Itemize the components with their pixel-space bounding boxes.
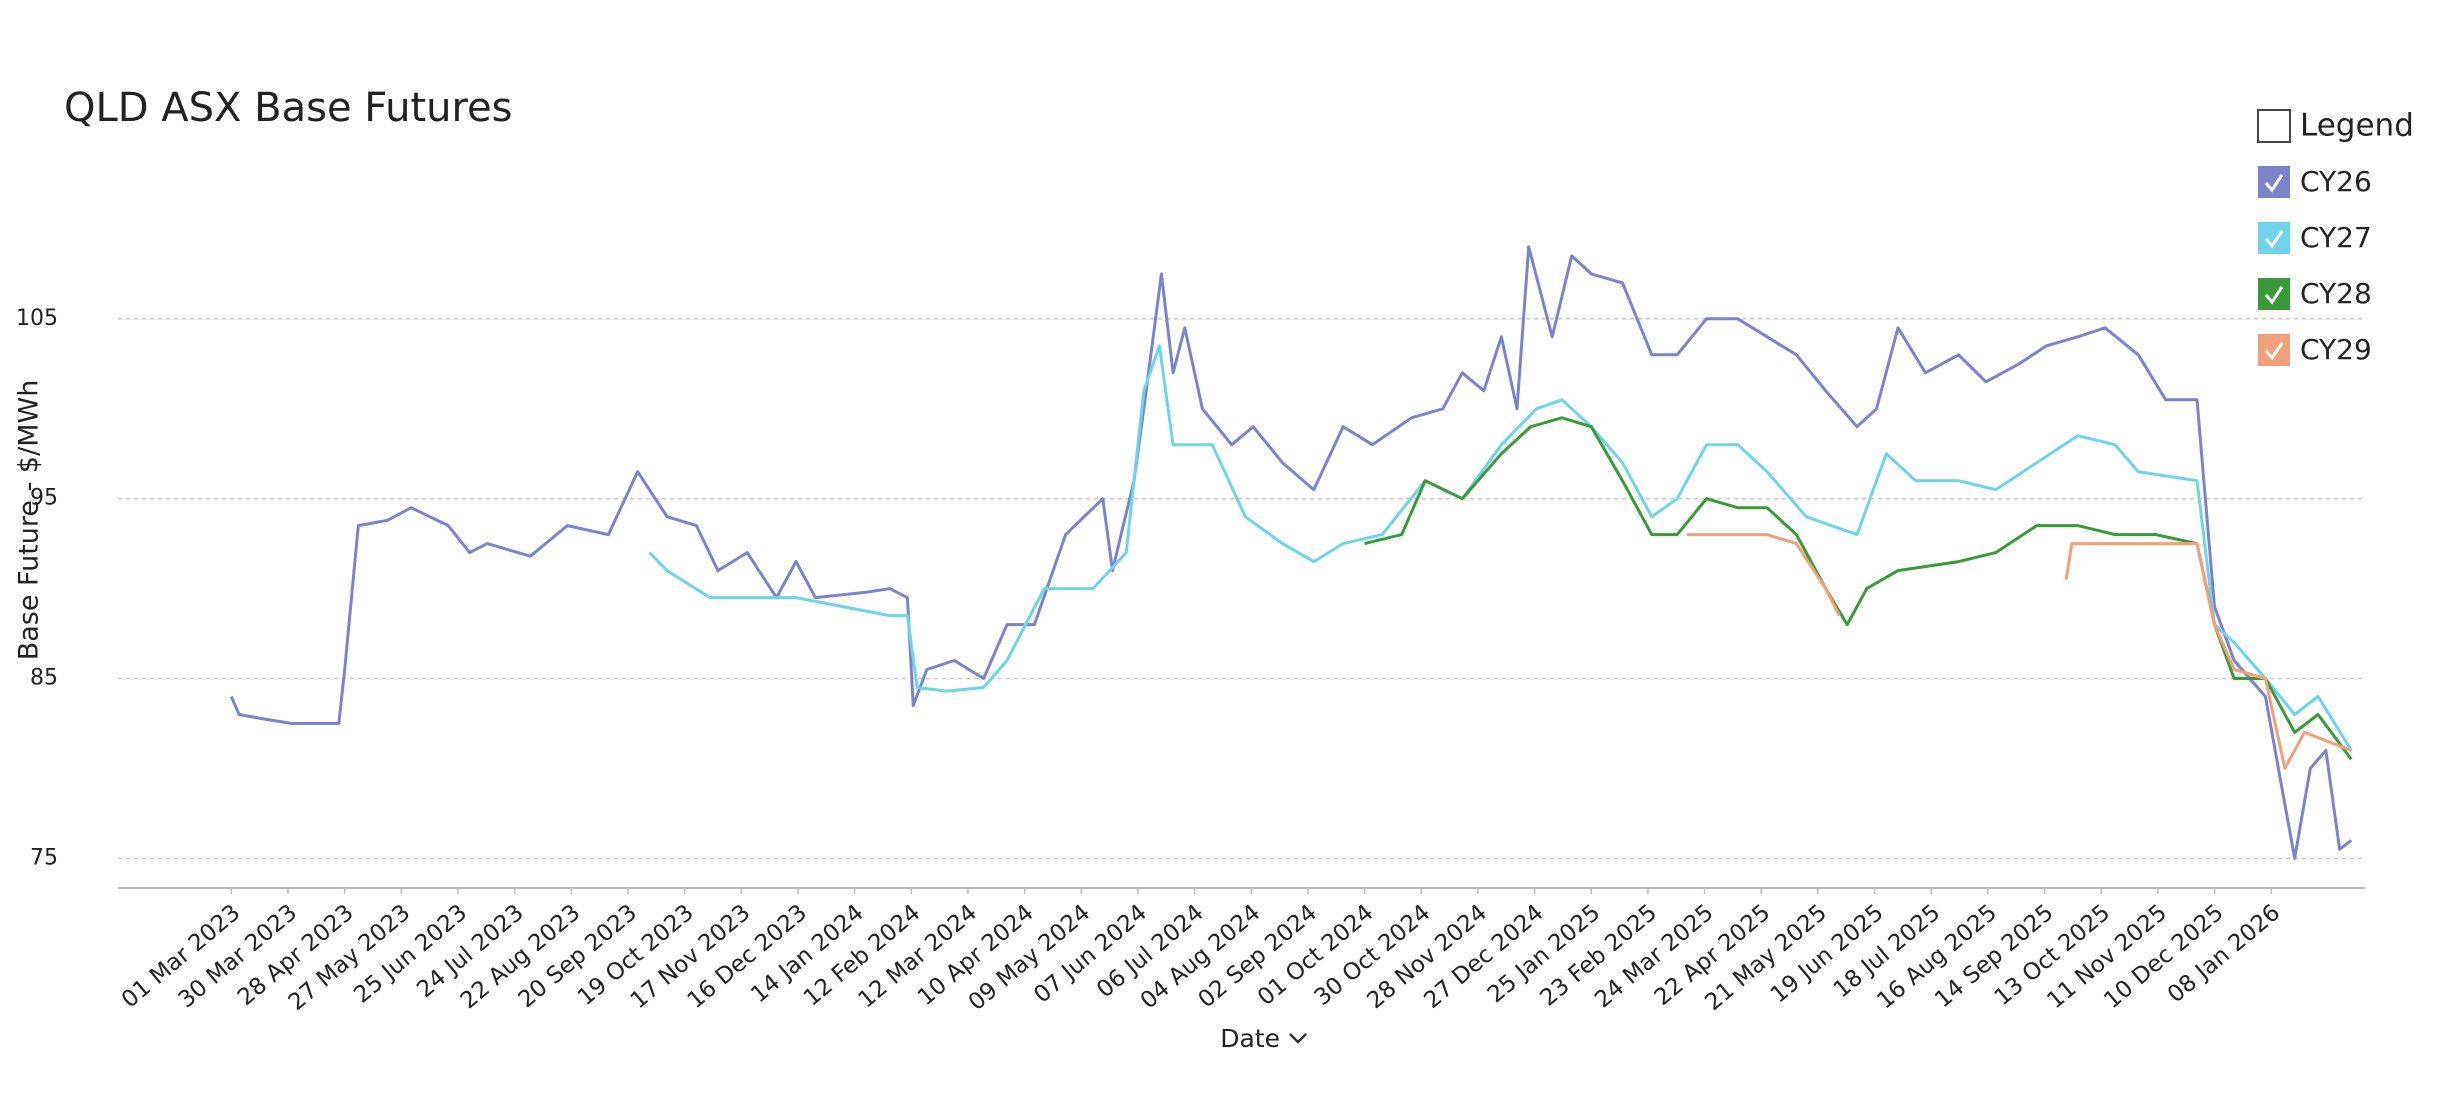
y-axis-label: Base Future - $/MWh [14,380,45,661]
legend-check [2264,342,2284,361]
legend-check [2264,230,2284,249]
legend-checkbox[interactable] [2258,278,2290,310]
y-tick-label: 85 [30,666,58,691]
legend-toggle-all[interactable] [2257,109,2291,143]
legend-check [2264,286,2284,305]
legend-label[interactable]: CY29 [2300,333,2372,366]
legend-label[interactable]: CY26 [2300,165,2372,198]
x-axis-label[interactable]: Date [1220,1024,1280,1053]
series-line [1687,533,1841,617]
y-tick-label: 75 [30,845,58,870]
series-line [648,344,2353,752]
legend-checkbox[interactable] [2258,166,2290,198]
legend-title: Legend [2300,108,2414,144]
y-tick-label: 105 [16,306,58,331]
sort-chevron[interactable] [1289,1033,1307,1044]
legend-label[interactable]: CY27 [2300,221,2372,254]
series-line [2064,542,2352,770]
legend: Legend CY26 CY27 CY28 CY29 [2257,108,2414,366]
y-tick-label: 95 [30,486,58,511]
legend-check [2264,174,2284,193]
series-line [229,245,2353,860]
legend-checkbox[interactable] [2258,222,2290,254]
chart-title: QLD ASX Base Futures [64,85,513,131]
legend-label[interactable]: CY28 [2300,277,2372,310]
legend-checkbox[interactable] [2258,334,2290,366]
